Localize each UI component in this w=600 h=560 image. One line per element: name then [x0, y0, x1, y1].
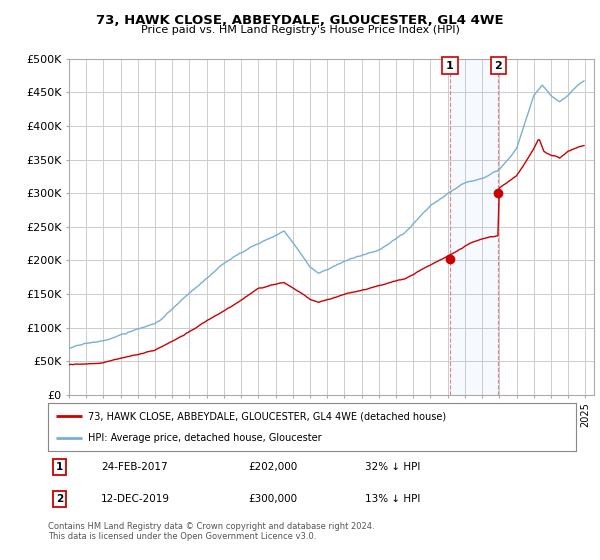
Text: £300,000: £300,000 — [248, 494, 298, 504]
Text: 1: 1 — [56, 462, 63, 472]
Text: 73, HAWK CLOSE, ABBEYDALE, GLOUCESTER, GL4 4WE: 73, HAWK CLOSE, ABBEYDALE, GLOUCESTER, G… — [96, 14, 504, 27]
Text: 24-FEB-2017: 24-FEB-2017 — [101, 462, 167, 472]
Text: 32% ↓ HPI: 32% ↓ HPI — [365, 462, 420, 472]
Bar — [450, 59, 499, 395]
Text: 12-DEC-2019: 12-DEC-2019 — [101, 494, 170, 504]
Text: 13% ↓ HPI: 13% ↓ HPI — [365, 494, 420, 504]
Text: 73, HAWK CLOSE, ABBEYDALE, GLOUCESTER, GL4 4WE (detached house): 73, HAWK CLOSE, ABBEYDALE, GLOUCESTER, G… — [88, 411, 446, 421]
Text: 2: 2 — [56, 494, 63, 504]
Text: Contains HM Land Registry data © Crown copyright and database right 2024.
This d: Contains HM Land Registry data © Crown c… — [48, 522, 374, 542]
Text: £202,000: £202,000 — [248, 462, 298, 472]
Text: HPI: Average price, detached house, Gloucester: HPI: Average price, detached house, Glou… — [88, 433, 321, 443]
Text: 2: 2 — [494, 60, 502, 71]
Text: 1: 1 — [446, 60, 454, 71]
Text: Price paid vs. HM Land Registry's House Price Index (HPI): Price paid vs. HM Land Registry's House … — [140, 25, 460, 35]
